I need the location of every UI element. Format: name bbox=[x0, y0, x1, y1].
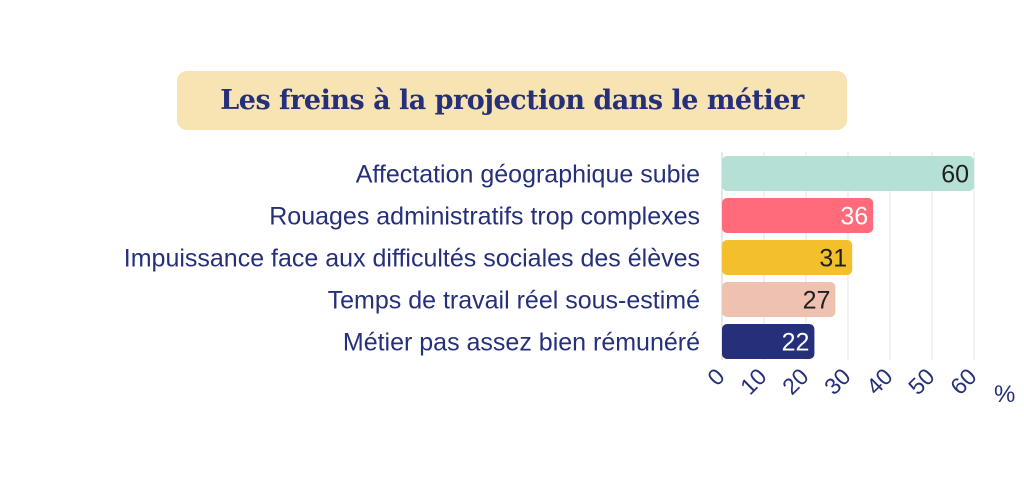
category-label: Impuissance face aux difficultés sociale… bbox=[124, 245, 700, 273]
bar bbox=[722, 198, 874, 233]
chart-title-box: Les freins à la projection dans le métie… bbox=[177, 71, 847, 130]
x-tick-label: 20 bbox=[777, 363, 813, 399]
bar bbox=[722, 282, 836, 317]
category-labels: Affectation géographique subie Rouages ad… bbox=[124, 161, 700, 357]
bar bbox=[722, 156, 974, 191]
value-label: 31 bbox=[819, 245, 847, 273]
x-tick-label: 30 bbox=[819, 363, 855, 399]
category-label: Affectation géographique subie bbox=[356, 161, 700, 189]
x-tick-label: 60 bbox=[945, 363, 981, 399]
chart-title: Les freins à la projection dans le métie… bbox=[220, 85, 804, 116]
bar bbox=[722, 240, 853, 275]
x-axis-unit: % bbox=[994, 381, 1015, 408]
chart-bars bbox=[722, 156, 974, 359]
bar bbox=[722, 324, 815, 359]
x-tick-label: 10 bbox=[735, 363, 771, 399]
value-label: 22 bbox=[782, 329, 810, 357]
x-axis-ticks: 0 10 20 30 40 50 60% bbox=[702, 363, 1015, 408]
x-tick-label: 50 bbox=[903, 363, 939, 399]
category-label: Rouages administratifs trop complexes bbox=[269, 203, 700, 231]
value-label: 60 bbox=[941, 161, 969, 189]
value-labels: 60 36 31 27 22 bbox=[782, 161, 969, 357]
category-label: Temps de travail réel sous-estimé bbox=[328, 287, 700, 315]
category-label: Métier pas assez bien rémunéré bbox=[343, 329, 700, 357]
value-label: 36 bbox=[840, 203, 868, 231]
x-tick-label: 0 bbox=[702, 363, 729, 390]
value-label: 27 bbox=[803, 287, 831, 315]
x-tick-label: 40 bbox=[861, 363, 897, 399]
